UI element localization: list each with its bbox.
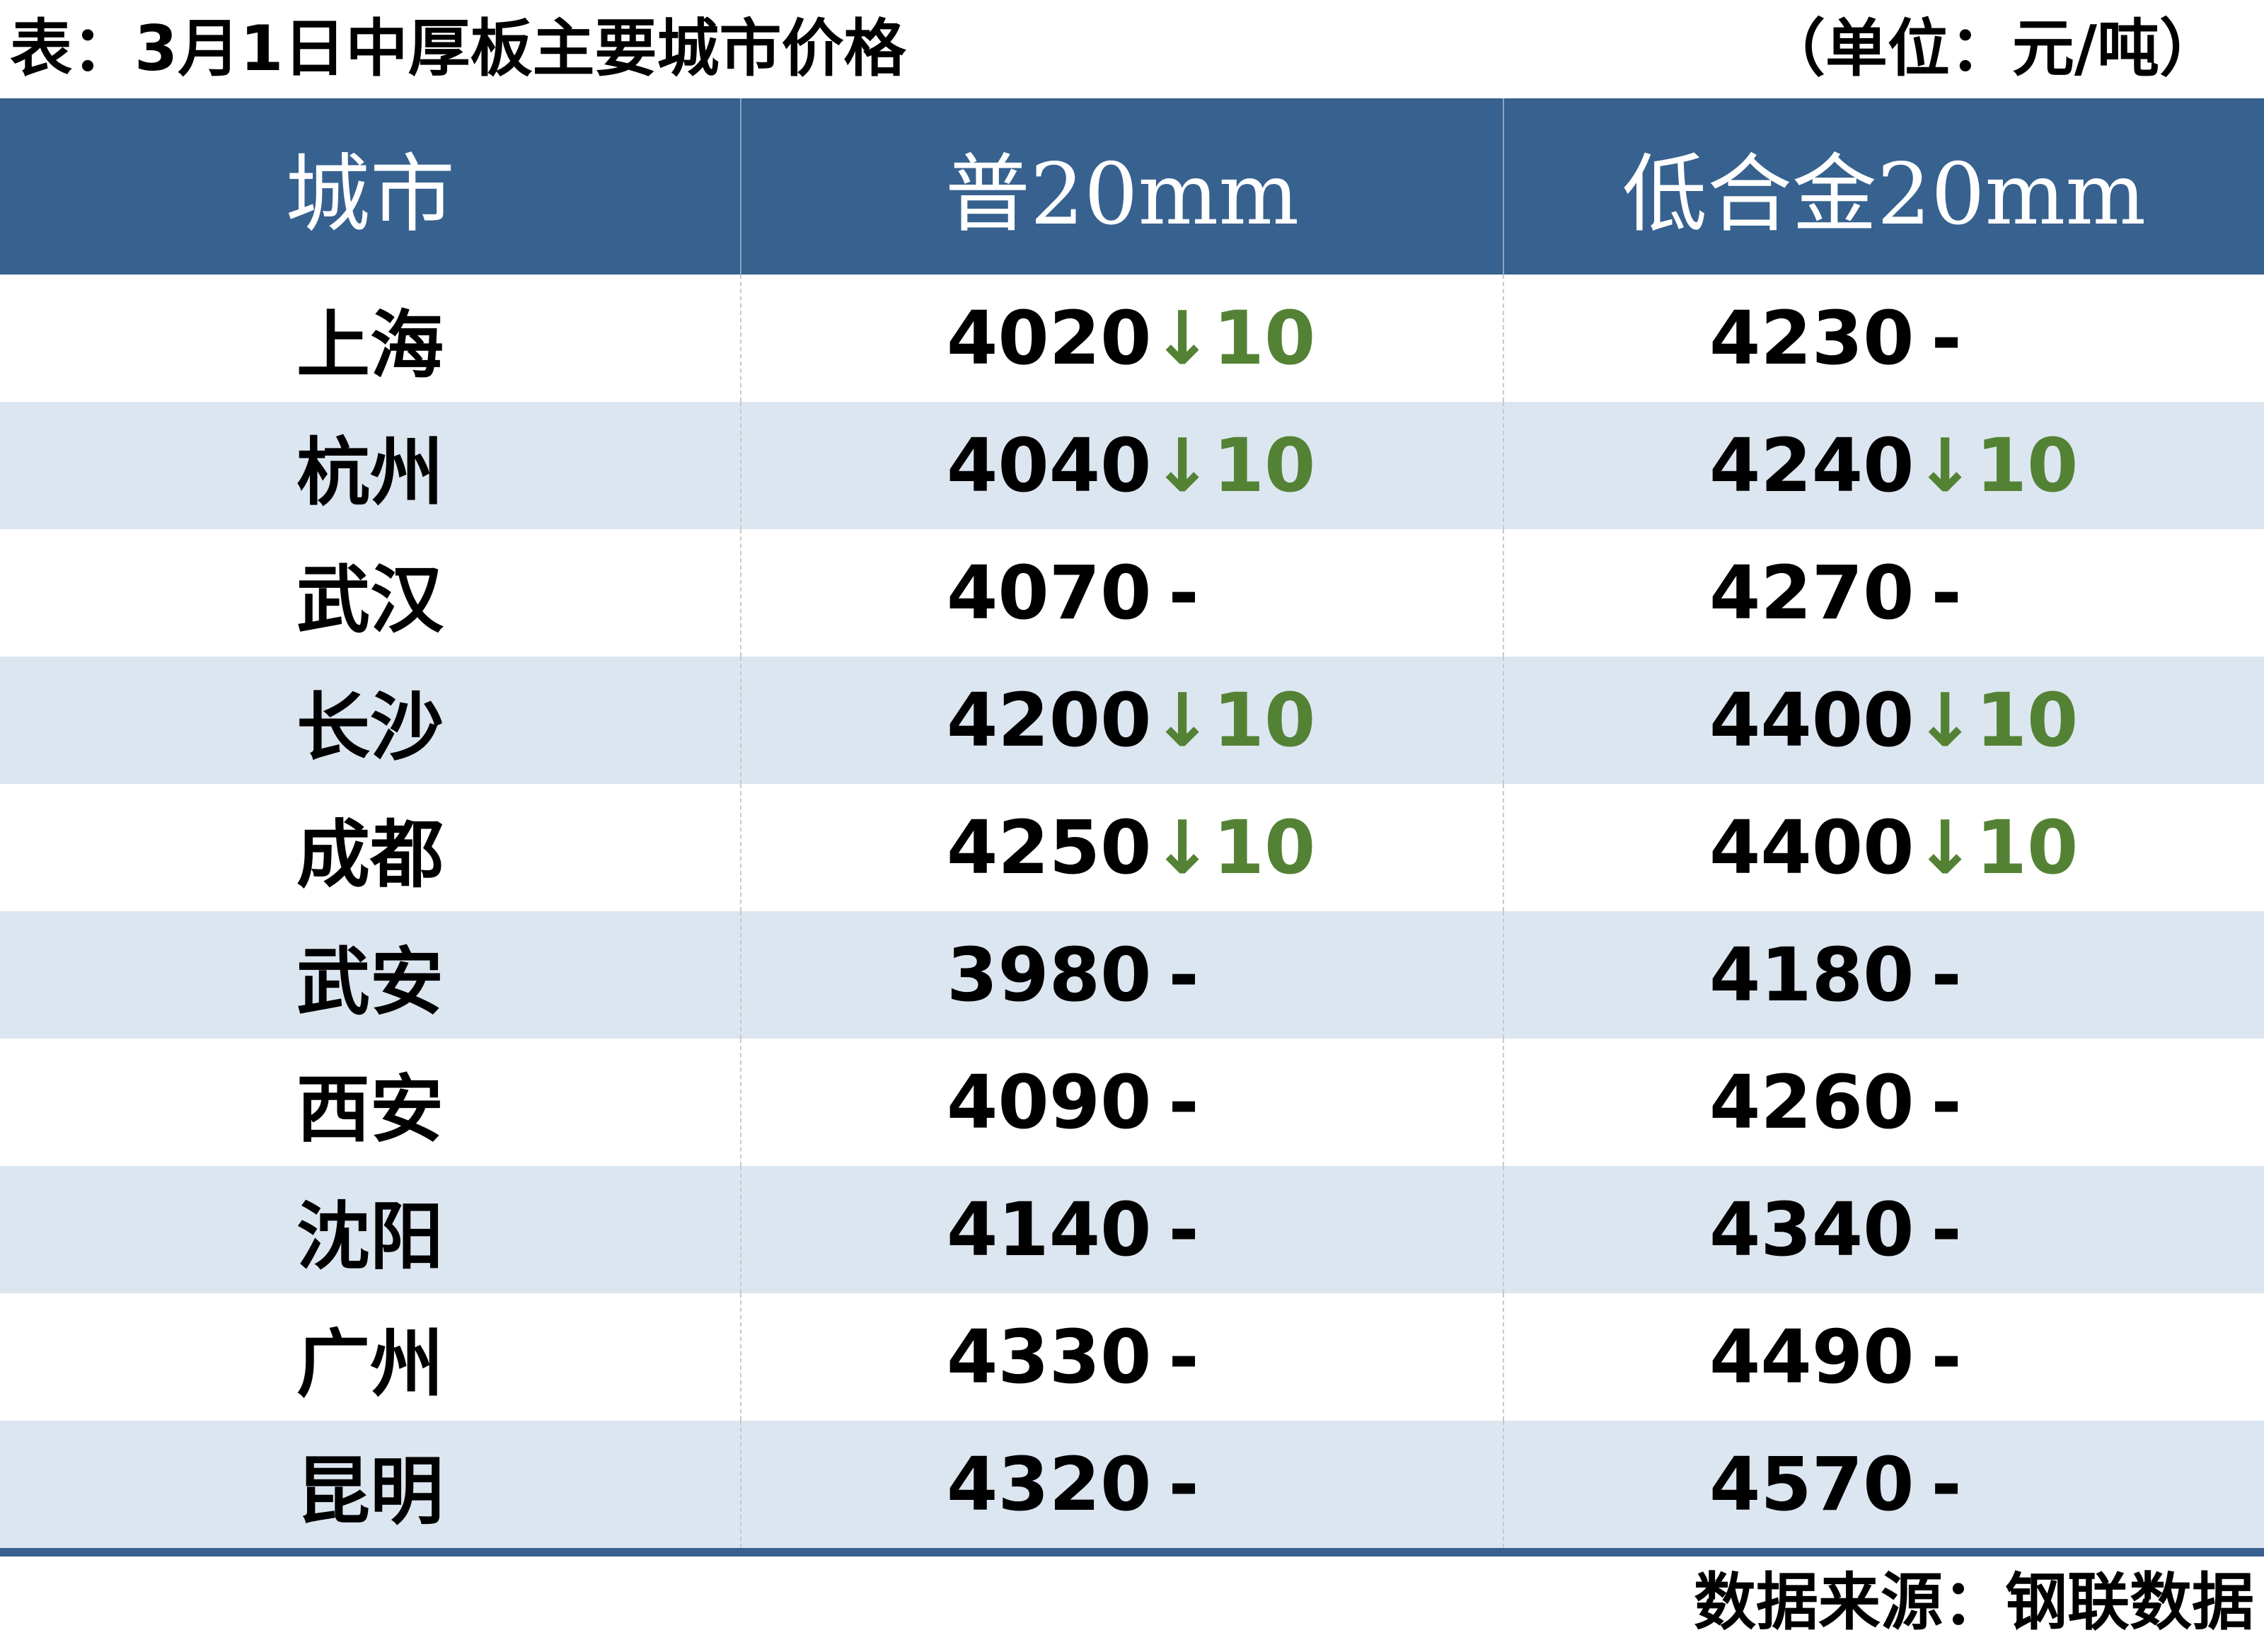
plain-20mm-cell: 4250↓10 [740, 784, 1503, 911]
unchanged-marker: - [1931, 1059, 1962, 1145]
unchanged-marker: - [1168, 932, 1199, 1018]
price-value: 3980 [947, 932, 1152, 1018]
city-cell: 成都 [296, 811, 444, 898]
low-alloy-20mm-cell: 4570- [1503, 1421, 2264, 1556]
plain-20mm-cell: 4330- [740, 1293, 1503, 1421]
table-title: 表：3月1日中厚板主要城市价格 [10, 12, 906, 85]
city-cell: 武汉 [296, 556, 444, 643]
header-plain-20mm: 普20mm [740, 98, 1503, 275]
city-cell: 广州 [296, 1320, 444, 1407]
plain-20mm-cell: 4020↓10 [740, 275, 1503, 402]
header-low-alloy-20mm: 低合金20mm [1503, 98, 2264, 275]
price-value: 4330 [947, 1314, 1152, 1400]
price-change-down: ↓10 [1914, 422, 2079, 509]
price-value: 4400 [1709, 677, 1914, 763]
price-value: 4140 [947, 1186, 1152, 1273]
unchanged-marker: - [1168, 1186, 1199, 1273]
price-value: 4250 [947, 804, 1152, 891]
plain-20mm-cell: 4200↓10 [740, 657, 1503, 784]
city-cell: 杭州 [0, 402, 741, 529]
price-value: 4270 [1709, 550, 1914, 636]
price-table: 城市 普20mm 低合金20mm 上海 4020↓10 4230- 杭州 4040↓10… [0, 98, 2264, 1556]
price-value: 4070 [947, 550, 1152, 636]
price-value: 4490 [1709, 1314, 1914, 1400]
low-alloy-20mm-cell: 4490- [1503, 1293, 2264, 1421]
unchanged-marker: - [1168, 1441, 1199, 1527]
price-value: 4180 [1709, 932, 1914, 1018]
price-value: 4200 [947, 677, 1152, 763]
unchanged-marker: - [1931, 295, 1962, 381]
city-cell: 武安 [0, 911, 741, 1039]
plain-20mm-cell: 4040↓10 [740, 402, 1503, 529]
table-row: 长沙 4200↓10 4400↓10 [0, 657, 2264, 784]
low-alloy-20mm-cell: 4240↓10 [1503, 402, 2264, 529]
price-change-down: ↓10 [1914, 804, 2079, 891]
price-value: 4320 [947, 1441, 1152, 1527]
price-value: 4340 [1709, 1186, 1914, 1273]
header-city: 城市 [0, 98, 741, 275]
price-change-down: ↓10 [1151, 295, 1316, 381]
plain-20mm-cell: 4140- [740, 1166, 1503, 1293]
unchanged-marker: - [1168, 1059, 1199, 1145]
low-alloy-20mm-cell: 4400↓10 [1503, 784, 2264, 911]
price-value: 4090 [947, 1059, 1152, 1145]
low-alloy-20mm-cell: 4400↓10 [1503, 657, 2264, 784]
table-row: 昆明 4320-4570- [0, 1421, 2264, 1556]
price-value: 4230 [1709, 295, 1914, 381]
price-change-down: ↓10 [1151, 422, 1316, 509]
city-cell: 昆明 [0, 1421, 741, 1556]
table-row: 上海 4020↓10 4230- [0, 275, 2264, 402]
table-row: 武安 3980-4180- [0, 911, 2264, 1039]
price-value: 4400 [1709, 804, 1914, 891]
plain-20mm-cell: 4070- [740, 529, 1503, 657]
table-row: 成都 4250↓10 4400↓10 [0, 784, 2264, 911]
low-alloy-20mm-cell: 4230- [1503, 275, 2264, 402]
price-value: 4260 [1709, 1059, 1914, 1145]
table-row: 西安 4090-4260- [0, 1039, 2264, 1166]
header-row: 城市 普20mm 低合金20mm [0, 98, 2264, 275]
unit-label: （单位：元/吨） [1762, 12, 2222, 85]
city-cell: 西安 [296, 1065, 444, 1153]
price-change-down: ↓10 [1151, 677, 1316, 763]
low-alloy-20mm-cell: 4180- [1503, 911, 2264, 1039]
price-change-down: ↓10 [1151, 804, 1316, 891]
plain-20mm-cell: 4090- [740, 1039, 1503, 1166]
price-value: 4040 [947, 422, 1152, 509]
price-value: 4240 [1709, 422, 1914, 509]
city-cell: 沈阳 [0, 1166, 741, 1293]
low-alloy-20mm-cell: 4340- [1503, 1166, 2264, 1293]
unchanged-marker: - [1931, 932, 1962, 1018]
low-alloy-20mm-cell: 4270- [1503, 529, 2264, 657]
unchanged-marker: - [1168, 550, 1199, 636]
low-alloy-20mm-cell: 4260- [1503, 1039, 2264, 1166]
price-change-down: ↓10 [1914, 677, 2079, 763]
unchanged-marker: - [1931, 1314, 1962, 1400]
table-row: 沈阳 4140-4340- [0, 1166, 2264, 1293]
unchanged-marker: - [1931, 1441, 1962, 1527]
price-value: 4570 [1709, 1441, 1914, 1527]
table-row: 武汉 4070-4270- [0, 529, 2264, 657]
unchanged-marker: - [1931, 1186, 1962, 1273]
table-row: 杭州 4040↓10 4240↓10 [0, 402, 2264, 529]
unchanged-marker: - [1168, 1314, 1199, 1400]
data-source: 数据来源：钢联数据 [1693, 1566, 2254, 1639]
unchanged-marker: - [1931, 550, 1962, 636]
city-cell: 长沙 [0, 657, 741, 784]
table-row: 广州 4330-4490- [0, 1293, 2264, 1421]
plain-20mm-cell: 3980- [740, 911, 1503, 1039]
city-cell: 上海 [296, 301, 444, 388]
price-value: 4020 [947, 295, 1152, 381]
plain-20mm-cell: 4320- [740, 1421, 1503, 1556]
